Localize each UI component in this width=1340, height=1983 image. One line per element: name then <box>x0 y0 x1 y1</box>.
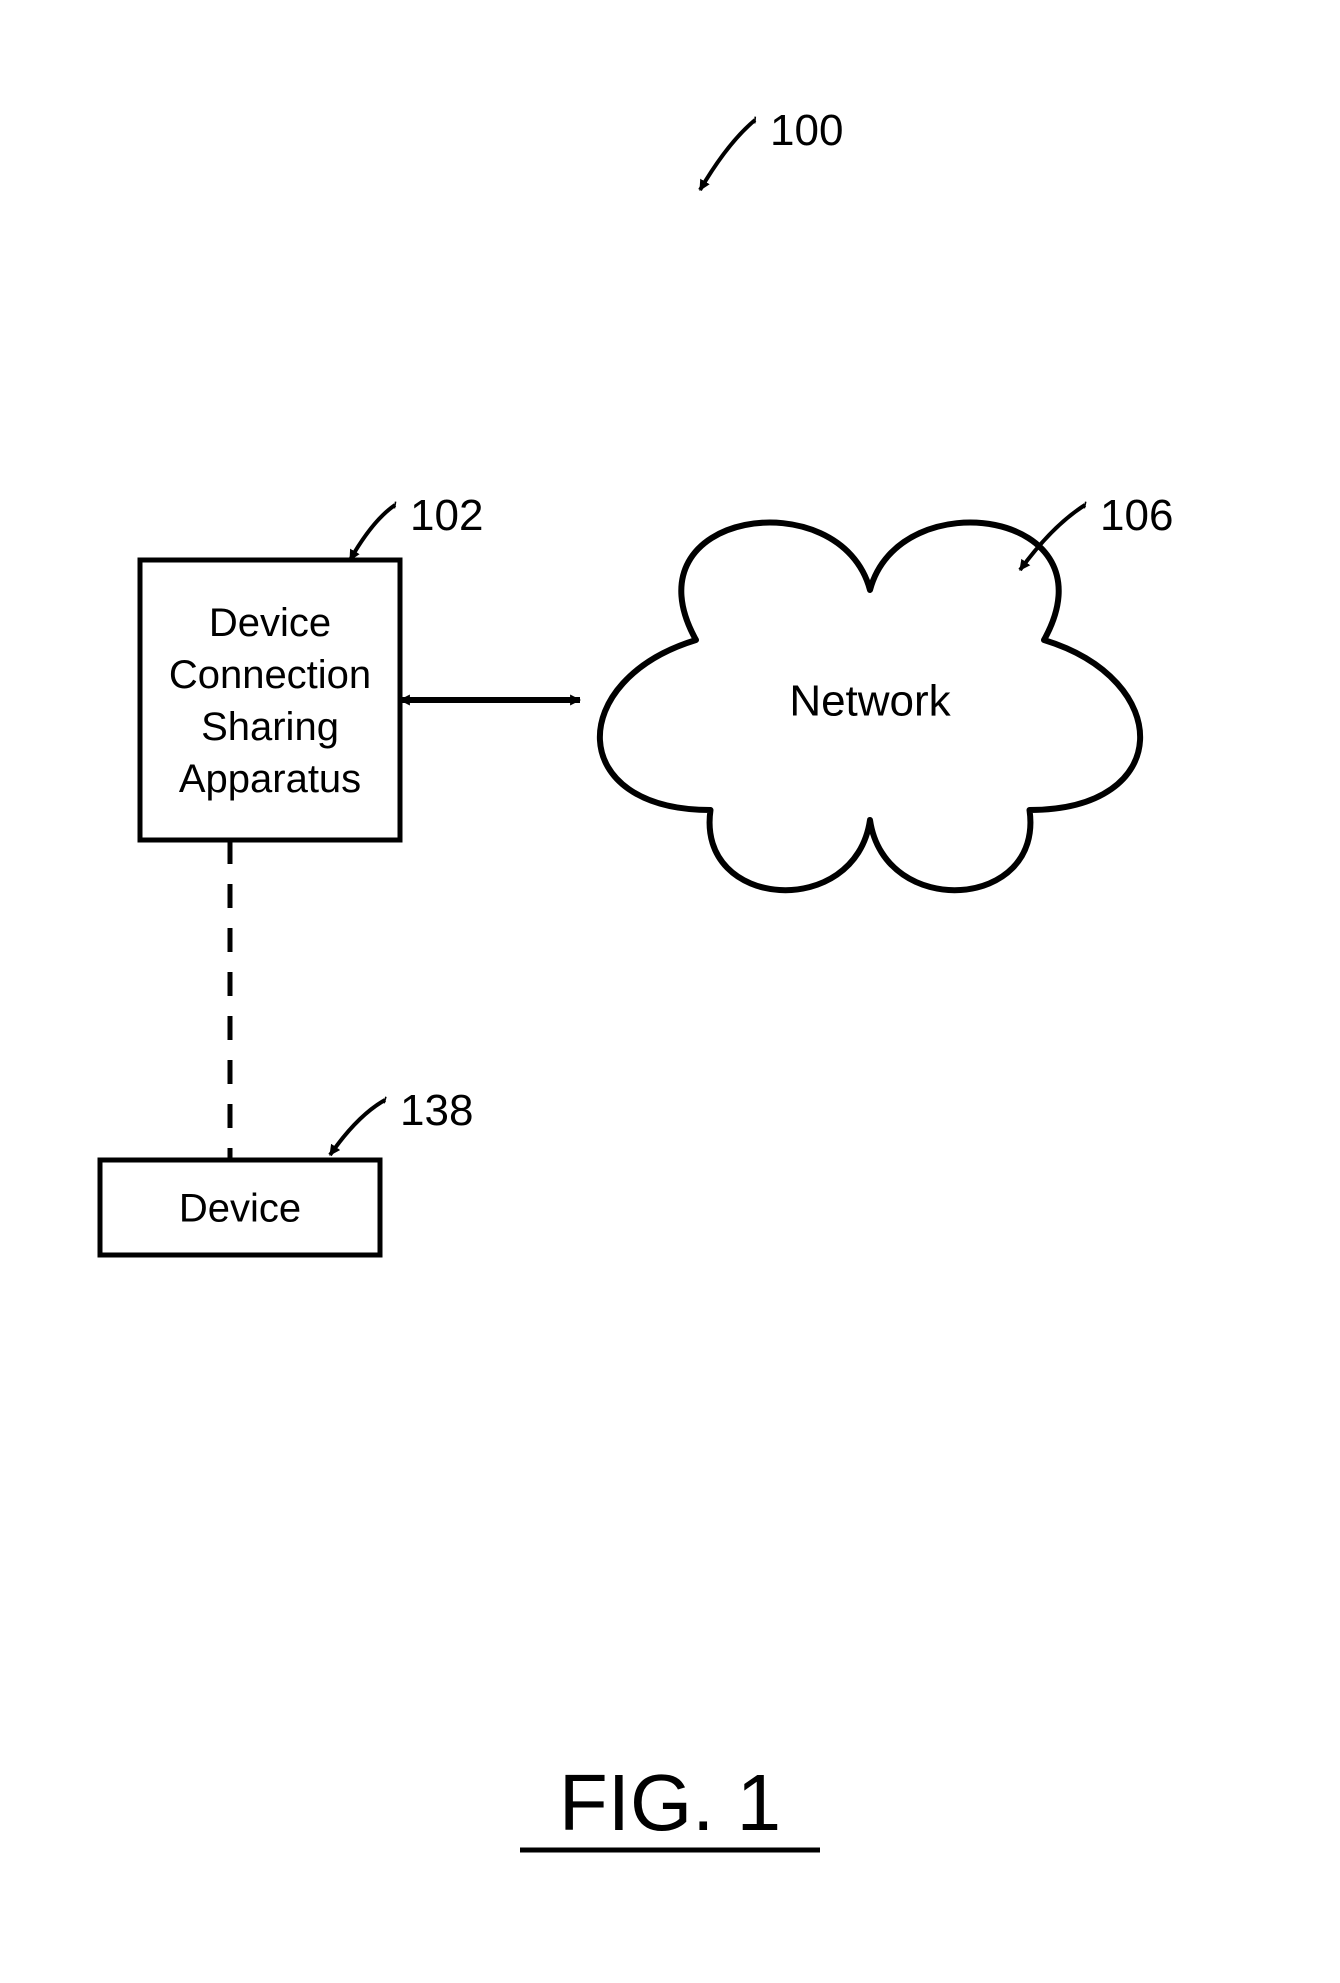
network-label: Network <box>789 676 951 725</box>
ref-apparatus: 102 <box>350 491 483 560</box>
apparatus-box: Device Connection Sharing Apparatus <box>140 560 400 840</box>
ref-apparatus-number: 102 <box>410 491 483 540</box>
ref-network-number: 106 <box>1100 491 1173 540</box>
ref-device-number: 138 <box>400 1086 473 1135</box>
device-label: Device <box>179 1187 301 1231</box>
apparatus-label-line: Connection <box>169 653 371 697</box>
device-box: Device <box>100 1160 380 1255</box>
ref-device: 138 <box>330 1086 473 1155</box>
figure-label: FIG. 1 <box>559 1758 781 1847</box>
ref-fig: 100 <box>700 106 843 190</box>
apparatus-label-line: Sharing <box>201 705 339 749</box>
network-cloud: Network <box>600 523 1140 891</box>
apparatus-label-line: Device <box>209 601 331 645</box>
apparatus-label-line: Apparatus <box>179 757 361 801</box>
ref-fig-number: 100 <box>770 106 843 155</box>
